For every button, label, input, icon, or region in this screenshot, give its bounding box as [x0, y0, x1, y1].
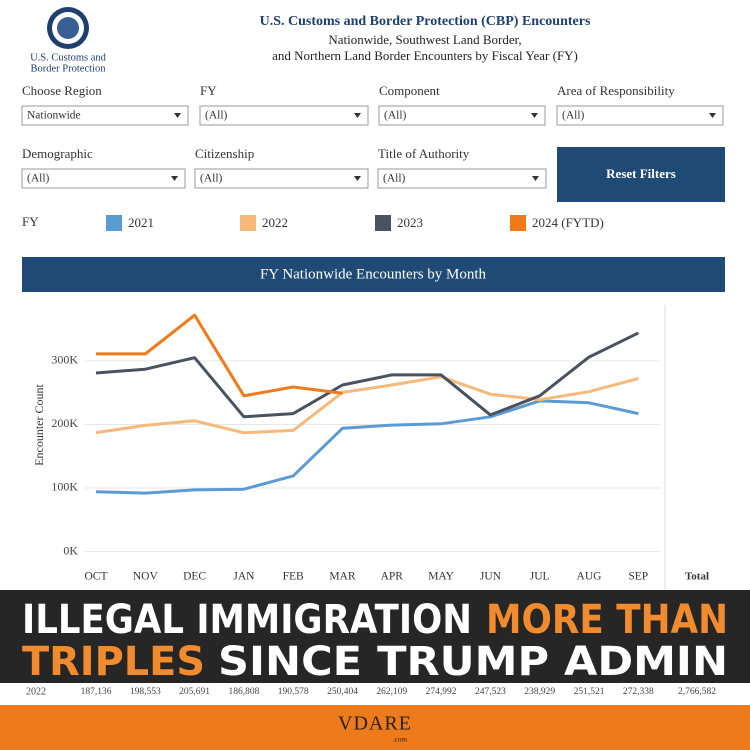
- filter-value: Nationwide: [27, 110, 81, 122]
- logo-text: Border Protection: [31, 63, 107, 74]
- footer-strip: [0, 705, 750, 750]
- dropdown-arrow: [531, 113, 538, 118]
- legend-swatch: [106, 215, 122, 231]
- watermark: VDARE: [338, 713, 412, 735]
- filter-value: (All): [205, 110, 228, 122]
- banner-text: ILLEGAL IMMIGRATION: [22, 597, 472, 643]
- x-tick-label: DEC: [183, 571, 206, 583]
- legend-swatch: [510, 215, 526, 231]
- table-cell: 251,521: [574, 687, 605, 697]
- dropdown-arrow: [709, 113, 716, 118]
- filter-label: Demographic: [22, 146, 93, 161]
- filter-label: Area of Responsibility: [557, 83, 675, 98]
- x-tick-label: SEP: [628, 571, 648, 583]
- table-cell: 198,553: [130, 687, 161, 697]
- total-header: Total: [685, 571, 709, 583]
- filter-value: (All): [384, 110, 407, 122]
- banner-background: [0, 590, 750, 683]
- filter-dropdown[interactable]: [199, 105, 369, 126]
- table-cell: 238,929: [524, 687, 555, 697]
- legend-title: FY: [22, 214, 39, 229]
- header-subtitle: and Northern Land Border Encounters by F…: [272, 48, 578, 63]
- series-line: [95, 331, 639, 419]
- filter-dropdown[interactable]: [21, 168, 186, 189]
- banner-text: SINCE TRUMP ADMIN: [218, 639, 728, 685]
- y-tick-label: 300K: [51, 353, 78, 367]
- filter-dropdown[interactable]: [378, 105, 546, 126]
- filter-label: Component: [379, 83, 440, 98]
- legend-swatch: [240, 215, 256, 231]
- banner-text: TRIPLES: [22, 639, 205, 685]
- header-subtitle: Nationwide, Southwest Land Border,: [328, 32, 521, 47]
- x-tick-label: JUN: [480, 571, 502, 583]
- x-tick-label: APR: [381, 571, 404, 583]
- x-tick-label: JUL: [530, 571, 550, 583]
- filter-dropdown[interactable]: [21, 105, 189, 126]
- dropdown-arrow: [354, 176, 361, 181]
- table-cell: 205,691: [179, 687, 210, 697]
- logo-eagle: [57, 17, 79, 39]
- chart-header: [22, 257, 725, 292]
- x-tick-label: OCT: [85, 571, 108, 583]
- legend-label: 2023: [397, 215, 423, 230]
- table-cell: 247,523: [475, 687, 506, 697]
- chart-title: FY Nationwide Encounters by Month: [260, 266, 487, 282]
- table-year: 2022: [26, 686, 46, 697]
- filter-value: (All): [383, 173, 406, 185]
- x-tick-label: NOV: [133, 571, 159, 583]
- table-cell: 190,578: [278, 687, 309, 697]
- filter-label: FY: [200, 83, 217, 98]
- x-tick-label: JAN: [233, 571, 255, 583]
- filter-dropdown[interactable]: [556, 105, 724, 126]
- logo-text: U.S. Customs and: [30, 52, 107, 63]
- legend-label: 2021: [128, 215, 154, 230]
- y-tick-label: 0K: [63, 543, 78, 557]
- x-tick-label: MAR: [329, 571, 356, 583]
- table-total: 2,766,582: [678, 687, 716, 697]
- filter-label: Title of Authority: [378, 146, 470, 161]
- filter-value: (All): [562, 110, 585, 122]
- series-line: [96, 313, 343, 398]
- x-tick-label: AUG: [577, 571, 602, 583]
- filter-label: Citizenship: [195, 146, 254, 161]
- x-tick-label: FEB: [283, 571, 304, 583]
- table-cell: 250,404: [327, 687, 358, 697]
- table-cell: 272,338: [623, 687, 654, 697]
- header-title: U.S. Customs and Border Protection (CBP)…: [260, 14, 591, 29]
- series-line: [95, 399, 639, 495]
- table-cell: 262,109: [376, 687, 407, 697]
- x-tick-label: MAY: [428, 571, 454, 583]
- dropdown-arrow: [171, 176, 178, 181]
- table-cell: 187,136: [81, 687, 112, 697]
- dropdown-arrow: [174, 113, 181, 118]
- dropdown-arrow: [354, 113, 361, 118]
- filter-dropdown[interactable]: [194, 168, 369, 189]
- watermark-domain: .com: [393, 736, 407, 744]
- legend-label: 2022: [262, 215, 288, 230]
- reset-button[interactable]: [557, 147, 725, 202]
- legend-label: 2024 (FYTD): [532, 215, 604, 230]
- filter-value: (All): [27, 173, 50, 185]
- dropdown-arrow: [532, 176, 539, 181]
- y-tick-label: 200K: [51, 416, 78, 430]
- y-tick-label: 100K: [51, 480, 78, 494]
- filter-dropdown[interactable]: [377, 168, 547, 189]
- reset-button-label[interactable]: Reset Filters: [606, 166, 676, 181]
- filter-value: (All): [200, 173, 223, 185]
- table-cell: 274,992: [426, 687, 457, 697]
- table-cell: 186,808: [228, 687, 259, 697]
- y-axis-label: Encounter Count: [32, 384, 46, 466]
- legend-swatch: [375, 215, 391, 231]
- banner-text: MORE THAN: [486, 597, 728, 643]
- filter-label: Choose Region: [22, 83, 102, 98]
- series-line: [95, 375, 639, 435]
